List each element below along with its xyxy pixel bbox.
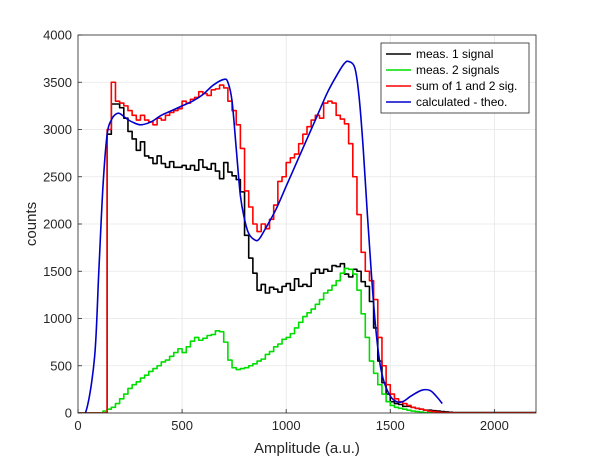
- legend: meas. 1 signal meas. 2 signals sum of 1 an…: [380, 42, 530, 114]
- y-tick-label: 3000: [43, 122, 72, 137]
- legend-label: meas. 2 signals: [416, 63, 499, 77]
- y-tick-label: 1000: [43, 311, 72, 326]
- x-tick-label: 500: [171, 418, 193, 433]
- legend-label: meas. 1 signal: [416, 47, 493, 61]
- x-axis-label: Amplitude (a.u.): [254, 440, 360, 457]
- y-axis-label: counts: [23, 202, 40, 246]
- series-line-meas-1-signal: [78, 103, 536, 413]
- y-tick-label: 1500: [43, 264, 72, 279]
- y-tick-label: 500: [50, 358, 72, 373]
- y-tick-label: 2000: [43, 217, 72, 232]
- y-tick-label: 4000: [43, 28, 72, 43]
- x-tick-label: 2000: [480, 418, 509, 433]
- series-line-meas-2-signals: [78, 267, 536, 413]
- y-tick-label: 0: [65, 406, 72, 421]
- series-line-sum-of-1-and-2-sig: [78, 81, 536, 413]
- x-tick-label: 0: [74, 418, 81, 433]
- x-tick-label: 1000: [272, 418, 301, 433]
- legend-label: sum of 1 and 2 sig.: [416, 79, 517, 93]
- series-layer: [78, 60, 536, 413]
- y-tick-label: 2500: [43, 169, 72, 184]
- legend-label: calculated - theo.: [416, 95, 507, 109]
- axis-ticks: 0 500 1000 1500 2000 0 500 1000 1500 2000 2500 3000…: [43, 28, 509, 434]
- y-tick-label: 3500: [43, 75, 72, 90]
- x-tick-label: 1500: [376, 418, 405, 433]
- series-line-calculated-theo: [78, 60, 443, 413]
